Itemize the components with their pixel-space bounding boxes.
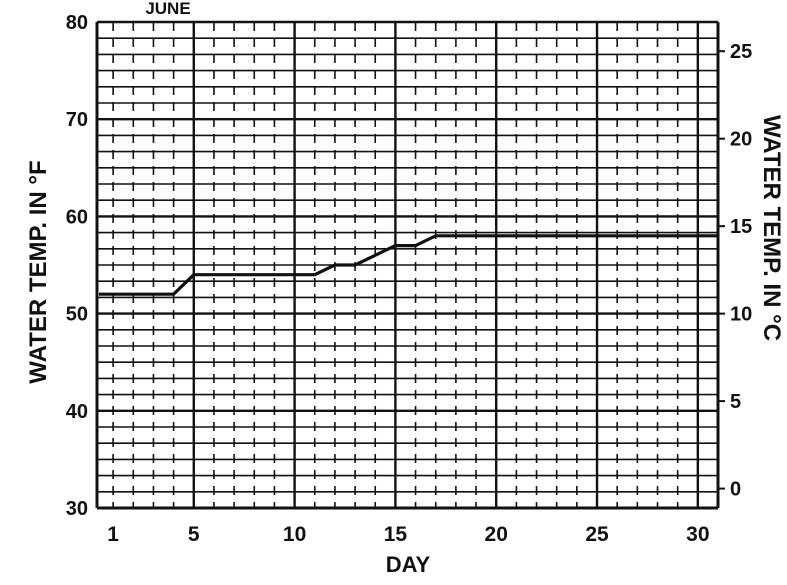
x-tick-label: 15 <box>384 523 408 546</box>
y-tick-label: 70 <box>66 109 88 131</box>
y-tick-label: 80 <box>66 12 88 34</box>
x-tick-label: 1 <box>107 523 119 546</box>
y-right-tick-label: 10 <box>730 304 752 326</box>
x-axis-title: DAY <box>386 552 431 577</box>
y-tick-label: 30 <box>66 498 88 520</box>
chart-title: JUNE <box>145 0 190 18</box>
y-right-tick-label: 25 <box>730 41 752 63</box>
minor-grid <box>97 22 718 508</box>
x-tick-label: 30 <box>686 523 709 546</box>
plot-frame <box>95 21 725 510</box>
y-axis-title-right: WATER TEMP. IN °C <box>758 115 785 341</box>
x-tick-label: 10 <box>283 523 306 546</box>
y-tick-label: 50 <box>66 304 88 326</box>
y-tick-label: 40 <box>66 401 88 423</box>
y-right-tick-label: 0 <box>730 479 741 501</box>
x-tick-label: 25 <box>585 523 609 546</box>
x-tick-label: 20 <box>485 523 508 546</box>
y-right-tick-label: 15 <box>730 216 752 238</box>
y-right-tick-label: 20 <box>730 129 752 151</box>
x-tick-label: 5 <box>188 523 200 546</box>
y-right-tick-label: 5 <box>730 391 741 413</box>
series-layer <box>99 234 718 296</box>
y-tick-label: 60 <box>66 206 88 228</box>
water-temp-line <box>99 234 718 296</box>
y-axis-title-left: WATER TEMP. IN °F <box>25 160 52 383</box>
